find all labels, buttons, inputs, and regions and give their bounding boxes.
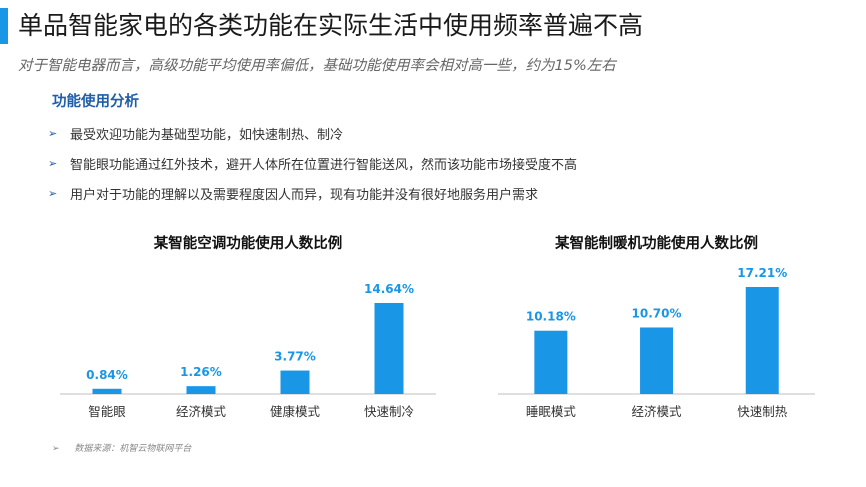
title-accent-bar: [0, 8, 8, 44]
heater-usage-chart: 某智能制暖机功能使用人数比例 10.18% 睡眠模式 10.70% 经济模式 17.21%…: [494, 228, 819, 433]
ac-usage-chart: 某智能空调功能使用人数比例 0.84% 智能眼 1.26% 经济模式 3.77% 健康模式 1…: [58, 228, 438, 433]
analysis-item-text: 智能眼功能通过红外技术，避开人体所在位置进行智能送风，然而该功能市场接受度不高: [70, 157, 578, 173]
data-source-note: ➢ 数据来源：机智云物联网平台: [52, 441, 191, 454]
ac-category-label-4: 快速制冷: [364, 404, 414, 419]
page-subtitle: 对于智能电器而言，高级功能平均使用率偏低，基础功能使用率会相对高一些，约为15%…: [18, 58, 616, 74]
ac-value-label-1: 0.84%: [86, 368, 128, 382]
heater-usage-chart-svg: 某智能制暖机功能使用人数比例 10.18% 睡眠模式 10.70% 经济模式 17.21%…: [498, 234, 815, 419]
heater-bar-2: [640, 327, 674, 394]
data-source-text: 数据来源：机智云物联网平台: [74, 444, 192, 454]
heater-chart-title: 某智能制暖机功能使用人数比例: [555, 234, 758, 252]
bullet-arrow-icon: ➢: [48, 126, 58, 140]
analysis-item-text: 用户对于功能的理解以及需要程度因人而异，现有功能并没有很好地服务用户需求: [70, 187, 539, 203]
heater-value-label-2: 10.70%: [632, 306, 682, 320]
ac-category-label-1: 智能眼: [88, 404, 126, 419]
ac-category-label-3: 健康模式: [270, 404, 321, 419]
heater-value-label-3: 17.21%: [737, 266, 787, 280]
ac-bar-3: [280, 370, 310, 394]
analysis-item: ➢ 最受欢迎功能为基础型功能，如快速制热、制冷: [48, 118, 577, 148]
analysis-item: ➢ 用户对于功能的理解以及需要程度因人而异，现有功能并没有很好地服务用户需求: [48, 178, 577, 208]
ac-value-label-3: 3.77%: [274, 350, 316, 364]
source-arrow-icon: ➢: [52, 444, 60, 454]
bullet-arrow-icon: ➢: [48, 156, 58, 170]
ac-bar-1: [92, 388, 122, 394]
ac-chart-title: 某智能空调功能使用人数比例: [154, 234, 343, 252]
page-title: 单品智能家电的各类功能在实际生活中使用频率普遍不高: [18, 11, 644, 40]
heater-bar-3: [745, 287, 779, 394]
ac-bar-4: [374, 302, 404, 394]
ac-value-label-2: 1.26%: [180, 365, 222, 379]
bullet-arrow-icon: ➢: [48, 186, 58, 200]
heater-value-label-1: 10.18%: [526, 310, 576, 324]
analysis-heading: 功能使用分析: [52, 94, 139, 110]
ac-bar-2: [186, 386, 216, 394]
analysis-item: ➢ 智能眼功能通过红外技术，避开人体所在位置进行智能送风，然而该功能市场接受度不…: [48, 148, 577, 178]
ac-value-label-4: 14.64%: [364, 282, 414, 296]
ac-usage-chart-svg: 某智能空调功能使用人数比例 0.84% 智能眼 1.26% 经济模式 3.77% 健康模式 1…: [60, 234, 436, 419]
heater-category-label-1: 睡眠模式: [526, 404, 577, 419]
ac-category-label-2: 经济模式: [176, 404, 227, 419]
analysis-item-text: 最受欢迎功能为基础型功能，如快速制热、制冷: [70, 127, 344, 143]
heater-category-label-3: 快速制热: [737, 404, 788, 419]
heater-category-label-2: 经济模式: [632, 404, 683, 419]
analysis-list: ➢ 最受欢迎功能为基础型功能，如快速制热、制冷 ➢ 智能眼功能通过红外技术，避开…: [48, 118, 577, 208]
heater-bar-1: [534, 330, 568, 394]
